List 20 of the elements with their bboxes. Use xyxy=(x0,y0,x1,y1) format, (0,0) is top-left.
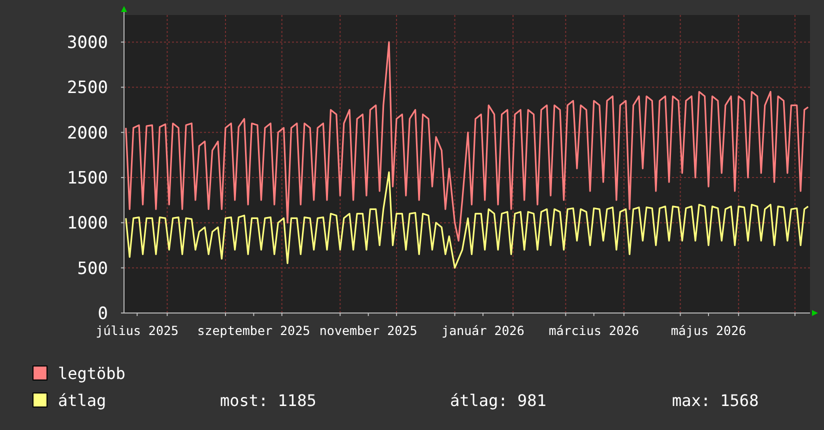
line-series xyxy=(125,41,809,242)
x-tick-label: március 2026 xyxy=(548,323,640,338)
line-series xyxy=(125,171,809,269)
text: átlag: 981 xyxy=(450,391,546,410)
x-tick-label: november 2025 xyxy=(319,323,418,338)
y-tick-label: 2500 xyxy=(67,78,108,98)
x-tick-label: május 2026 xyxy=(670,323,746,338)
y-tick-label: 1500 xyxy=(67,168,108,188)
legend-label: legtöbb xyxy=(58,364,126,383)
y-tick-label: 1000 xyxy=(67,214,108,234)
x-tick-label: július 2025 xyxy=(96,323,179,338)
y-tick-label: 2000 xyxy=(67,123,108,144)
y-tick-label: 500 xyxy=(77,258,108,279)
y-tick-label: 3000 xyxy=(67,33,108,54)
text: most: 1185 xyxy=(220,391,316,410)
x-tick-label: szeptember 2025 xyxy=(197,323,310,338)
text: max: 1568 xyxy=(672,391,759,410)
y-tick-label: 0 xyxy=(98,304,108,324)
legend-label: átlag xyxy=(58,391,106,410)
x-tick-label: január 2026 xyxy=(442,323,524,338)
